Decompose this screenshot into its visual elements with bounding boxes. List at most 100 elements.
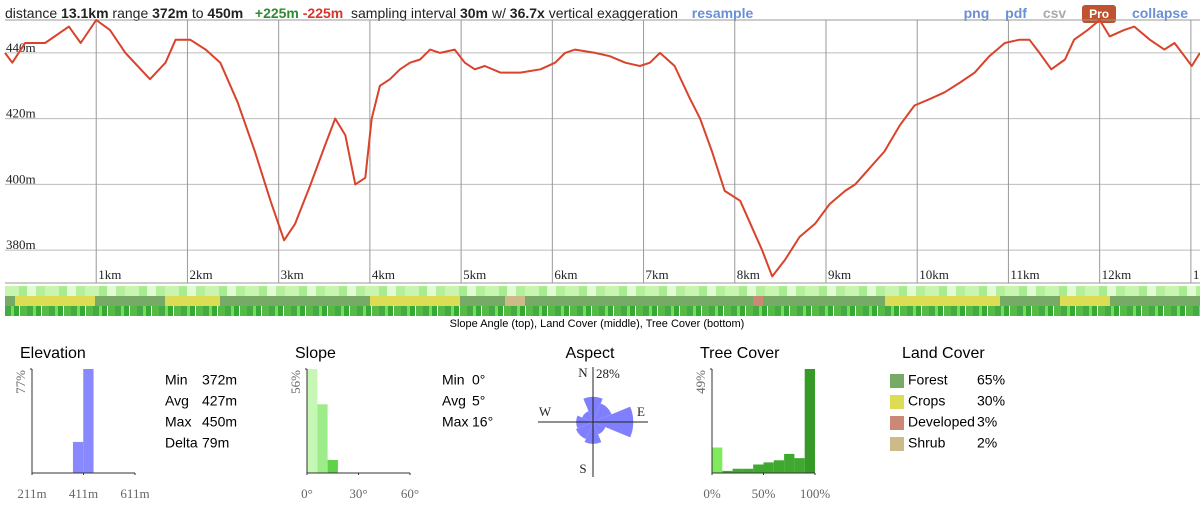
bar bbox=[307, 369, 318, 473]
bar bbox=[742, 468, 754, 473]
legend-name: Forest bbox=[908, 372, 948, 388]
slope-strip bbox=[5, 286, 1200, 296]
x-tick-label: 211m bbox=[17, 486, 46, 501]
direction-label: N bbox=[578, 365, 588, 380]
rose-petal bbox=[593, 422, 606, 435]
stat-value: 79m bbox=[202, 435, 229, 451]
actions: png pdf csv Pro collapse bbox=[952, 5, 1188, 23]
stat-value: 450m bbox=[202, 414, 237, 430]
x-tick-label: 2km bbox=[189, 267, 212, 282]
land-cover-strip bbox=[5, 296, 1200, 306]
bar bbox=[784, 453, 795, 473]
stat-label: Max bbox=[165, 414, 191, 430]
y-tick-label: 49% bbox=[693, 370, 708, 394]
y-tick-label: 77% bbox=[13, 370, 28, 394]
legend-name: Developed bbox=[908, 414, 975, 430]
label: range bbox=[112, 5, 149, 21]
bar bbox=[722, 470, 733, 473]
png-button[interactable]: png bbox=[963, 5, 990, 21]
value: 36.7x bbox=[509, 5, 545, 21]
legend-value: 30% bbox=[977, 393, 1005, 409]
resample-button[interactable]: resample bbox=[691, 5, 754, 21]
pdf-button[interactable]: pdf bbox=[1005, 5, 1027, 21]
rose-petal bbox=[593, 403, 612, 422]
bar bbox=[83, 369, 94, 473]
x-tick-label: 9km bbox=[828, 267, 851, 282]
y-tick-label: 380m bbox=[6, 237, 36, 252]
y-tick-label: 400m bbox=[6, 171, 36, 186]
value: 372m bbox=[152, 5, 188, 21]
value: 450m bbox=[207, 5, 244, 21]
label: sampling interval bbox=[351, 5, 457, 21]
x-tick-label: 611m bbox=[120, 486, 149, 501]
legend-name: Shrub bbox=[908, 435, 946, 451]
y-tick-label: 56% bbox=[288, 370, 303, 394]
x-tick-label: 4km bbox=[372, 267, 395, 282]
panel-title: Elevation bbox=[20, 345, 86, 362]
legend-swatch bbox=[890, 374, 904, 388]
bar bbox=[794, 458, 805, 473]
bar bbox=[773, 460, 785, 473]
x-tick-label: 8km bbox=[737, 267, 760, 282]
stat-label: Min bbox=[165, 372, 188, 388]
loss: -225m bbox=[302, 5, 344, 21]
stat-label: Avg bbox=[442, 393, 466, 409]
bar bbox=[327, 460, 338, 473]
stat-label: Avg bbox=[165, 393, 189, 409]
panel-title: Aspect bbox=[566, 345, 615, 362]
stat-value: 16° bbox=[472, 414, 493, 430]
x-tick-label: 13km bbox=[1193, 267, 1200, 282]
pro-badge[interactable]: Pro bbox=[1082, 5, 1117, 23]
x-tick-label: 7km bbox=[646, 267, 669, 282]
bar bbox=[804, 369, 815, 473]
x-tick-label: 0° bbox=[301, 486, 313, 501]
panel-title: Slope bbox=[295, 345, 336, 362]
gain: +225m bbox=[254, 5, 299, 21]
bar bbox=[732, 468, 743, 473]
x-tick-label: 6km bbox=[554, 267, 577, 282]
toolbar: distance 13.1km range 372m to 450m +225m… bbox=[5, 5, 753, 21]
direction-label: W bbox=[539, 404, 552, 419]
stat-value: 372m bbox=[202, 372, 237, 388]
bar bbox=[72, 441, 84, 473]
collapse-button[interactable]: collapse bbox=[1131, 5, 1188, 21]
legend-swatch bbox=[890, 395, 904, 409]
x-tick-label: 30° bbox=[349, 486, 367, 501]
stat-value: 0° bbox=[472, 372, 485, 388]
x-tick-label: 10km bbox=[919, 267, 949, 282]
stat-label: Min bbox=[442, 372, 465, 388]
direction-label: E bbox=[637, 404, 645, 419]
legend-value: 2% bbox=[977, 435, 997, 451]
label: to bbox=[191, 5, 204, 21]
stat-value: 5° bbox=[472, 393, 485, 409]
x-tick-label: 0% bbox=[703, 486, 721, 501]
csv-button[interactable]: csv bbox=[1042, 5, 1067, 21]
value: 13.1km bbox=[61, 5, 109, 21]
x-tick-label: 5km bbox=[463, 267, 486, 282]
label: distance bbox=[5, 5, 58, 21]
panel-title: Tree Cover bbox=[700, 345, 780, 362]
strip-caption: Slope Angle (top), Land Cover (middle), … bbox=[450, 318, 745, 330]
x-tick-label: 50% bbox=[752, 486, 776, 501]
panel-title: Land Cover bbox=[902, 345, 985, 362]
value: 30m bbox=[459, 5, 488, 21]
legend-value: 3% bbox=[977, 414, 997, 430]
r-tick-label: 28% bbox=[596, 366, 620, 381]
legend-swatch bbox=[890, 416, 904, 430]
tree-cover-strip bbox=[5, 306, 1200, 316]
legend-swatch bbox=[890, 437, 904, 451]
x-tick-label: 60° bbox=[401, 486, 419, 501]
stat-value: 427m bbox=[202, 393, 237, 409]
rose-petal bbox=[575, 422, 593, 440]
x-tick-label: 411m bbox=[69, 486, 98, 501]
x-tick-label: 3km bbox=[281, 267, 304, 282]
x-tick-label: 100% bbox=[800, 486, 831, 501]
legend-value: 65% bbox=[977, 372, 1005, 388]
x-tick-label: 11km bbox=[1010, 267, 1039, 282]
label: w/ bbox=[491, 5, 506, 21]
x-tick-label: 1km bbox=[98, 267, 121, 282]
bar bbox=[712, 447, 723, 473]
rose-petal bbox=[582, 411, 593, 422]
label: vertical exaggeration bbox=[548, 5, 678, 21]
